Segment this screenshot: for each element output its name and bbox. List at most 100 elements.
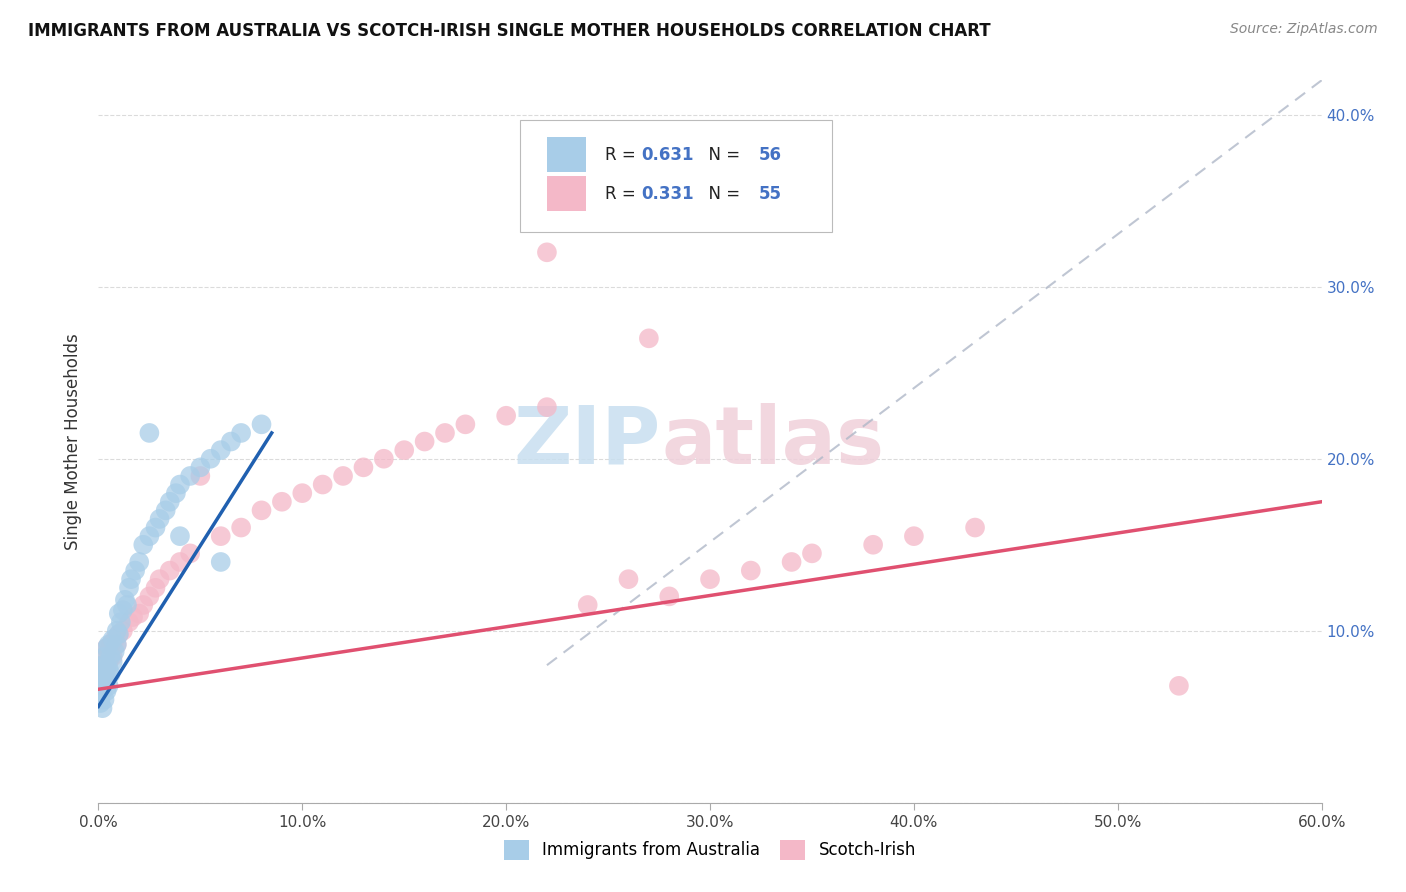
Point: [93, 666, 115, 681]
Point: [576, 598, 599, 612]
Point: [169, 477, 191, 491]
Point: [89, 666, 111, 681]
Point: [91, 658, 114, 673]
Text: 55: 55: [759, 185, 782, 202]
Point: [132, 538, 155, 552]
Point: [122, 610, 145, 624]
Point: [1167, 679, 1189, 693]
Point: [903, 529, 925, 543]
Point: [118, 581, 141, 595]
Point: [97, 662, 120, 676]
Point: [96, 640, 118, 655]
Point: [740, 564, 762, 578]
Point: [149, 512, 172, 526]
Point: [108, 627, 131, 641]
Point: [179, 469, 201, 483]
Point: [169, 529, 191, 543]
Point: [93, 672, 115, 686]
Point: [96, 658, 118, 673]
Point: [89, 675, 111, 690]
Point: [413, 434, 436, 449]
Point: [90, 679, 112, 693]
Point: [658, 590, 681, 604]
Point: [93, 692, 115, 706]
Point: [128, 607, 150, 621]
Point: [93, 675, 115, 690]
Point: [637, 331, 661, 345]
Point: [100, 649, 122, 664]
Text: R =: R =: [605, 185, 641, 202]
Point: [97, 679, 120, 693]
Point: [120, 572, 142, 586]
Point: [965, 520, 987, 534]
Text: R =: R =: [605, 145, 641, 164]
Point: [96, 672, 118, 686]
Point: [862, 538, 884, 552]
Point: [145, 581, 167, 595]
Point: [270, 494, 294, 508]
Text: N =: N =: [697, 185, 745, 202]
Point: [149, 572, 172, 586]
Point: [89, 696, 111, 710]
Point: [200, 451, 222, 466]
Point: [188, 460, 212, 475]
Point: [434, 425, 457, 440]
Point: [780, 555, 803, 569]
Point: [89, 689, 111, 703]
Point: [159, 564, 181, 578]
FancyBboxPatch shape: [547, 177, 586, 211]
Point: [91, 679, 114, 693]
Point: [108, 607, 131, 621]
Point: [115, 598, 138, 612]
Point: [118, 615, 141, 630]
Point: [96, 640, 118, 655]
Point: [89, 675, 111, 690]
Point: [454, 417, 477, 432]
Point: [111, 603, 134, 617]
Point: [138, 529, 160, 543]
Point: [155, 503, 177, 517]
Point: [209, 555, 232, 569]
Point: [114, 592, 136, 607]
Point: [332, 469, 354, 483]
Point: [105, 624, 128, 638]
Point: [105, 638, 128, 652]
Point: [373, 451, 395, 466]
Point: [104, 632, 127, 647]
Point: [536, 400, 558, 414]
Text: 0.631: 0.631: [641, 145, 695, 164]
Point: [169, 555, 191, 569]
Point: [138, 425, 160, 440]
Point: [101, 649, 124, 664]
Point: [312, 477, 335, 491]
Point: [159, 494, 181, 508]
Text: N =: N =: [697, 145, 745, 164]
Point: [104, 644, 127, 658]
Point: [100, 666, 122, 681]
Point: [209, 529, 232, 543]
Point: [132, 598, 155, 612]
Point: [91, 658, 114, 673]
Point: [105, 638, 128, 652]
Point: [89, 684, 111, 698]
Point: [91, 684, 114, 698]
Point: [231, 520, 253, 534]
Text: atlas: atlas: [661, 402, 884, 481]
Point: [89, 692, 111, 706]
Point: [111, 624, 134, 638]
Text: ZIP: ZIP: [513, 402, 661, 481]
Point: [96, 662, 118, 676]
Point: [495, 409, 517, 423]
FancyBboxPatch shape: [520, 120, 832, 232]
Point: [93, 649, 115, 664]
Point: [250, 417, 273, 432]
FancyBboxPatch shape: [547, 137, 586, 172]
Point: [699, 572, 721, 586]
Point: [97, 638, 120, 652]
Point: [138, 590, 160, 604]
Point: [801, 546, 824, 560]
Point: [352, 460, 374, 475]
Text: 0.331: 0.331: [641, 185, 695, 202]
Point: [617, 572, 640, 586]
Point: [97, 644, 120, 658]
